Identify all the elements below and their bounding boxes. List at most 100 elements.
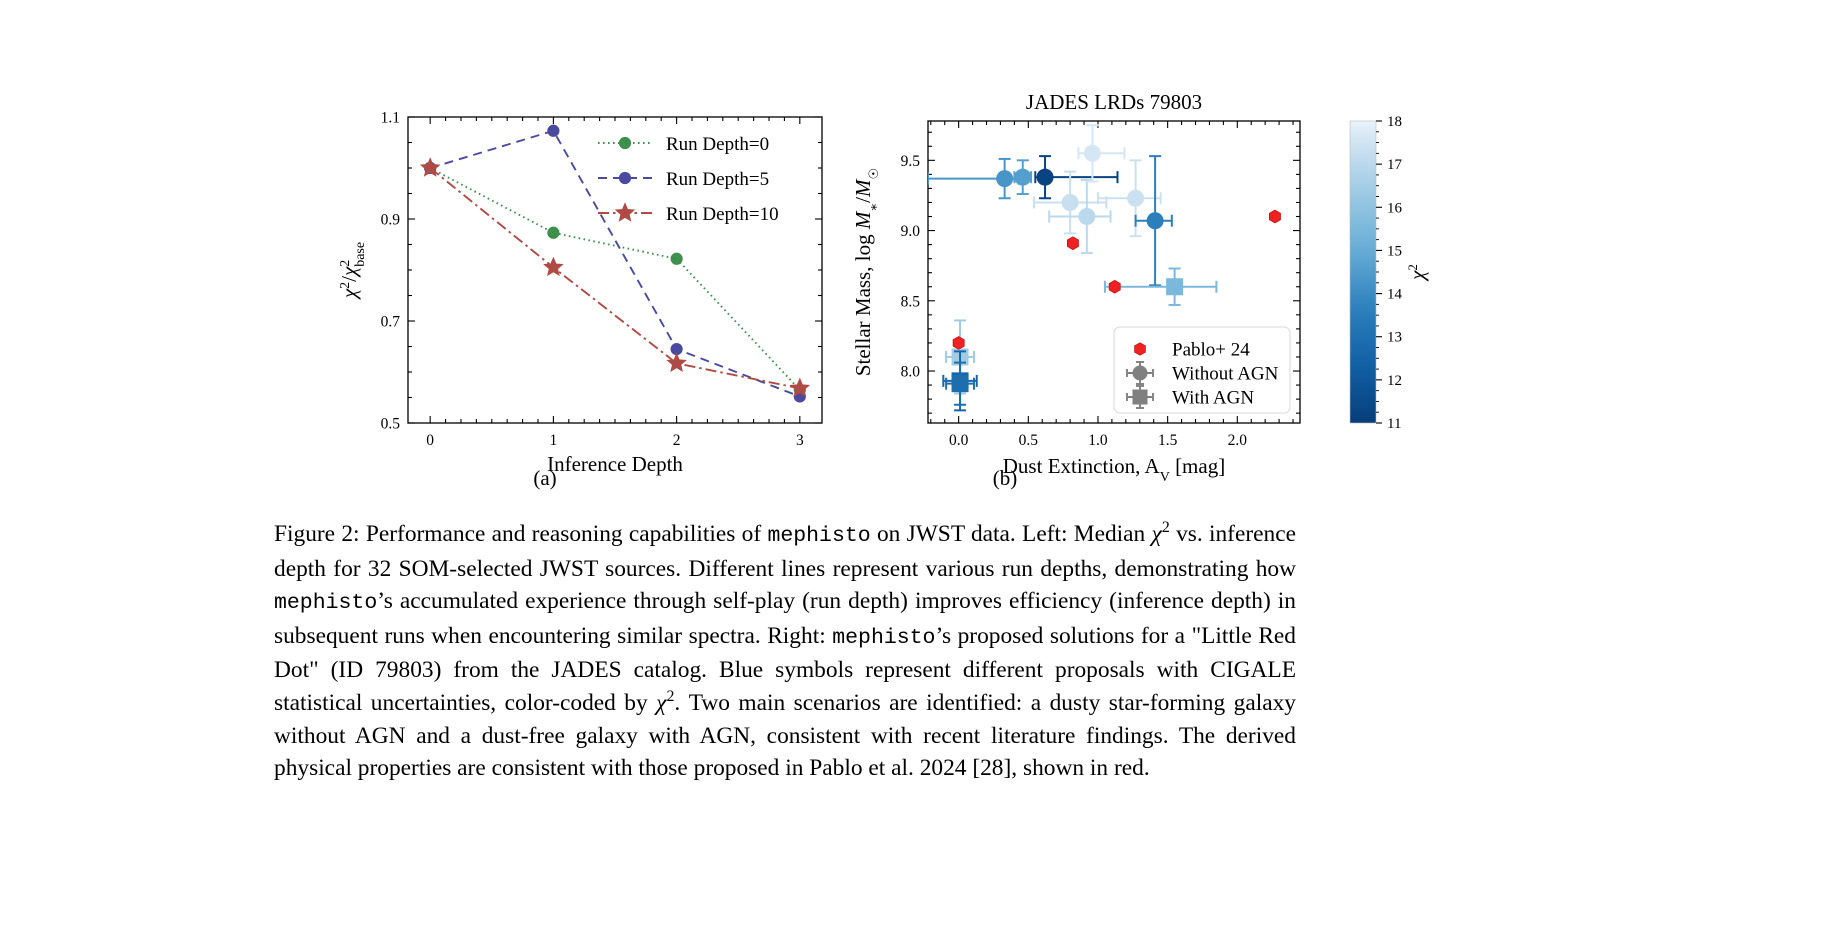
panel-a-legend-item[interactable]: Run Depth=10 [598,202,779,226]
panel-a-circle-marker [547,226,560,239]
panel-b-datapoint [1077,124,1126,183]
panel-b-circle-marker [1146,212,1164,230]
panel-a-xtick-label: 1 [550,432,558,449]
caption-part-6: . Two main scenarios are identified: a d… [274,689,1296,782]
panel-b-circle-marker [1036,168,1054,186]
panel-b-ytick-label: 9.0 [901,223,921,240]
panel-b-title: JADES LRDs 79803 [1026,90,1202,114]
panel-a-star-marker [419,157,441,177]
panel-b-ytick-label: 8.0 [901,364,921,381]
subfigure-label-a: (a) [533,466,557,490]
panel-a-svg: 0 1 2 3 0.5 0.7 0.9 1.1 Inference Depth χ2/χ2base… [337,110,823,476]
panel-b-datapoint [1032,170,1108,235]
panel-b-datapoint [945,361,975,406]
panel-b-legend-item[interactable]: With AGN [1126,385,1254,409]
panel-b-colorbar-tick-label: 16 [1387,200,1403,216]
panel-b-xtick-label: 2.0 [1228,432,1248,449]
panel-b-legend-item[interactable]: Pablo+ 24 [1134,340,1251,361]
panel-b-circle-marker [1061,193,1079,211]
panel-a-legend-label: Run Depth=10 [666,204,779,225]
panel-a-series [424,161,806,396]
panel-b-ytick-label: 9.5 [901,153,921,170]
panel-a-ytick-label: 0.5 [381,416,401,433]
panel-a-ytick-label: 0.9 [381,212,401,229]
panel-b-pablo-marker [1268,209,1281,224]
panel-a-xaxis-label: Inference Depth [547,452,683,476]
panel-b-square-marker [951,375,969,393]
panel-b-plot-area: JADES LRDs 79803 0.0 0.5 1.0 1.5 2.0 8.0 8.5 9.0… [851,90,1301,485]
panel-b-legend-label: With AGN [1172,388,1254,409]
panel-b-legend: Pablo+ 24 Without AGN With AGN [1113,326,1291,414]
panel-a-axes-frame [407,116,823,424]
panel-b-square-marker [1166,278,1184,296]
panel-b-legend-item[interactable]: Without AGN [1126,361,1279,385]
panel-a-legend-label: Run Depth=5 [666,169,769,190]
panel-a-xtick-label: 2 [673,432,681,449]
panel-b-legend-label: Without AGN [1172,364,1279,385]
panel-b-yaxis-label: Stellar Mass, log M∗/M☉ [851,168,881,376]
caption-mono-mephisto-3: mephisto [832,625,936,650]
panel-b-legend-box [1113,326,1291,414]
caption-number: Figure 2: [274,521,360,547]
panel-a-star-marker [543,256,564,277]
panel-b-circle-marker [996,170,1014,188]
panel-b-datapoint [1013,159,1033,196]
panel-a-series [424,124,806,403]
panel-b-legend-circle-marker [1132,365,1148,381]
panel-b-colorbar-gradient [1349,120,1377,424]
panel-a-series-line [429,167,801,391]
caption-part-5: ’s proposed solutions for a "Little Red … [274,622,1297,716]
subfigure-label-b: (b) [992,466,1018,490]
panel-a-circle-marker [547,124,560,137]
caption-chi-2: χ [656,689,667,716]
panel-a-star-marker [789,377,811,398]
panel-b-datapoint [1048,178,1112,255]
caption-chi-1: χ [1151,521,1162,547]
panel-b-xtick-label: 0.0 [949,432,969,449]
panel-b-colorbar-tick-label: 11 [1387,416,1401,432]
panel-a-legend-star-marker [614,202,636,222]
panel-b-xtick-label: 1.0 [1088,432,1108,449]
panel-b-circle-marker [1078,208,1096,226]
panel-b-legend-hexagon-marker [1134,342,1146,356]
caption-chi-2-exponent: 2 [666,688,675,706]
panel-b-datapoint [928,157,1020,200]
caption-part-2: on JWST data. Left: Median [870,521,1152,547]
panel-b-colorbar-tick-label: 14 [1387,287,1403,303]
panel-a-yaxis-label: χ2/χ2base [337,242,368,300]
panel-a-series-line [429,129,801,398]
panel-b-circle-marker [1127,189,1145,207]
figure-caption: Figure 2: Performance and reasoning capa… [274,518,1296,785]
panel-b-datapoint [1034,155,1119,200]
panel-b-xaxis-label: Dust Extinction, AV [mag] [1003,454,1225,485]
figure-row: 0 1 2 3 0.5 0.7 0.9 1.1 Inference Depth χ2/χ2base… [337,85,1470,505]
caption-chi-1-exponent: 2 [1161,519,1170,537]
panel-a-legend-item[interactable]: Run Depth=5 [598,169,769,190]
panel-a-legend-circle-marker [618,171,632,185]
panel-a-plot-area: 0 1 2 3 0.5 0.7 0.9 1.1 Inference Depth χ2/χ2base [337,110,823,476]
panel-b-chart: JADES LRDs 79803 0.0 0.5 1.0 1.5 2.0 8.0 8.5 9.0… [830,85,1470,505]
panel-b-datapoint [1103,267,1218,307]
panel-b-pablo-marker [952,336,965,350]
panel-a-legend-item[interactable]: Run Depth=0 [598,134,769,155]
panel-b-colorbar: 11 12 13 14 15 16 17 18 χ2 [1349,114,1430,432]
panel-a-series-line [429,167,801,390]
panel-a-legend-circle-marker [618,136,632,150]
panel-b-legend-square-marker [1132,389,1148,405]
caption-mono-mephisto-1: mephisto [767,524,871,548]
panel-a-circle-marker [670,252,683,265]
panel-b-points-layer [928,124,1281,412]
caption-part-1: Performance and reasoning capabilities o… [365,521,768,547]
panel-b-circle-marker [1083,144,1101,162]
panel-b-circle-marker [1014,168,1032,186]
panel-b-colorbar-label: χ2 [1405,264,1430,282]
panel-b-pablo-marker [1108,279,1121,294]
panel-a-ytick-label: 0.7 [381,314,401,331]
panel-a-legend-label: Run Depth=0 [666,134,769,155]
caption-mono-mephisto-2: mephisto [274,591,378,616]
panel-b-datapoint [1134,155,1173,287]
panel-a-ytick-label: 1.1 [381,110,400,127]
panel-b-colorbar-tick-label: 13 [1387,330,1402,346]
panel-a-series [419,157,811,398]
panel-b-xtick-label: 0.5 [1019,432,1039,449]
